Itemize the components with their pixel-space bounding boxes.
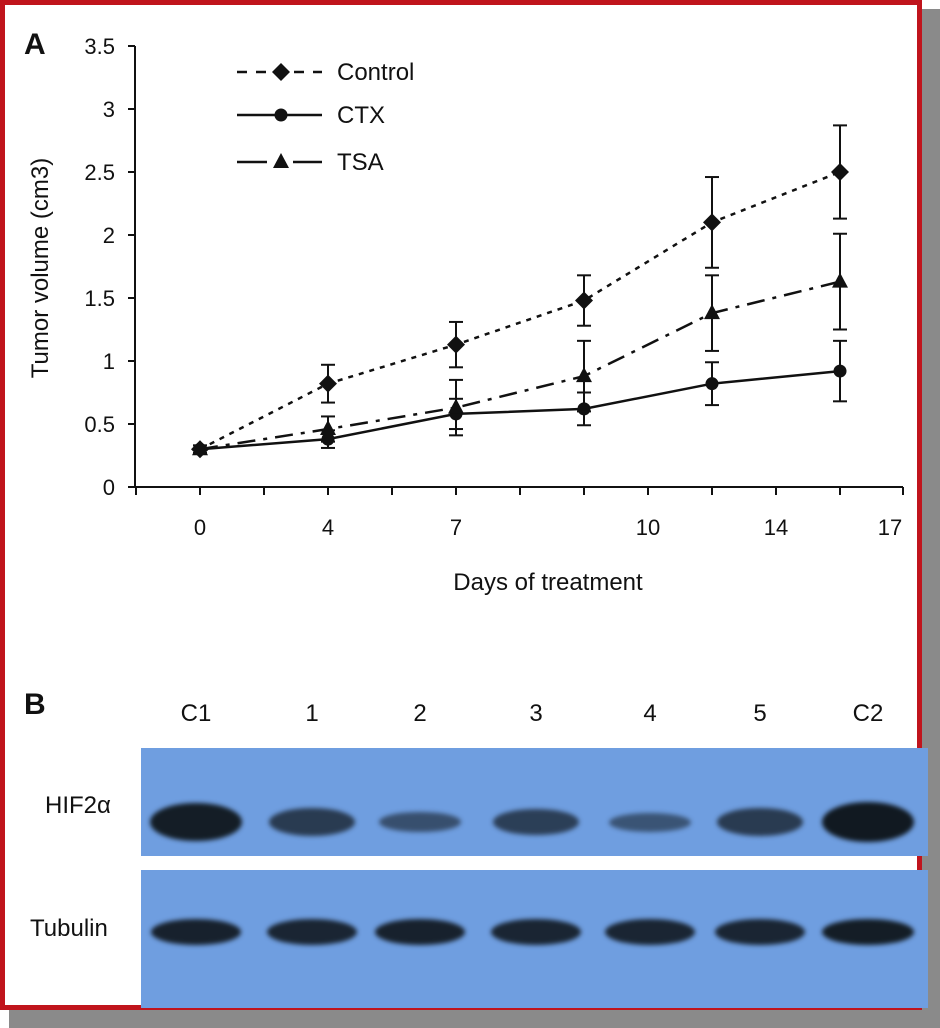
x-tick-label: 4 [322,515,334,540]
tsa-data-point [448,398,464,414]
x-tick-label: 14 [764,515,788,540]
lane-label: 2 [413,700,427,727]
control-data-point [447,335,465,354]
lane-label: 3 [529,700,543,727]
panel-a-label: A [24,28,46,61]
lane-label: 5 [753,700,767,727]
tubulin-band [267,919,357,945]
control-series-line [199,170,841,451]
x-tick-label: 10 [636,515,660,540]
tsa-series-line [199,280,841,451]
hif2a-band [608,812,692,832]
hif2a-band [716,808,804,836]
hif2a-row-label: HIF2α [45,792,111,819]
control-legend-marker [272,63,290,81]
panel-b-label: B [24,688,46,721]
hif2a-band [378,811,462,833]
y-tick-label: 2.5 [84,160,115,185]
tsa-legend-marker [273,153,289,168]
ctx-legend-marker [274,108,288,122]
lane-label: 4 [643,700,657,727]
ctx-series-line [199,369,841,451]
y-tick-label: 1.5 [84,286,115,311]
y-tick-label: 0 [103,475,115,500]
tsa-data-point [832,272,848,288]
y-tick-label: 3 [103,97,115,122]
ctx-legend-label: CTX [337,102,385,129]
tsa-data-point [320,420,336,436]
tubulin-band [491,919,581,945]
lane-label: C2 [852,700,884,727]
tubulin-band [715,919,805,945]
tubulin-band [374,919,466,945]
x-tick-label: 7 [450,515,462,540]
y-tick-label: 3.5 [84,34,115,59]
ctx-data-point [705,377,719,391]
tubulin-band [150,919,242,945]
control-data-point [703,213,721,232]
ctx-data-point [833,364,847,378]
hif2a-band [268,808,356,836]
tubulin-band [605,919,695,945]
hif2a-band [822,802,914,842]
tubulin-row-label: Tubulin [30,915,108,942]
y-tick-label: 2 [103,223,115,248]
tsa-legend-label: TSA [337,149,384,176]
x-axis-title: Days of treatment [453,569,643,596]
x-tick-label: 17 [878,515,902,540]
control-legend-label: Control [337,59,414,86]
lane-label: 1 [305,700,319,727]
tsa-data-point [192,440,208,456]
hif2a-band [493,808,579,836]
lane-label: C1 [180,700,212,727]
control-data-point [575,291,593,310]
control-data-point [319,374,337,393]
x-tick-label: 0 [194,515,206,540]
y-tick-label: 1 [103,349,115,374]
tubulin-band [822,919,914,945]
control-data-point [831,163,849,181]
tsa-data-point [576,367,592,383]
y-tick-label: 0.5 [84,412,115,437]
hif2a-band [150,802,242,842]
y-axis-title: Tumor volume (cm3) [27,158,54,378]
tumor-volume-chart: 0 0.5 1 1.5 2 2.5 3 3.5 0 4 7 10 14 17 Days of treatme… [27,34,904,596]
hif2a-blot-strip [141,748,928,856]
tsa-data-point [704,304,720,320]
